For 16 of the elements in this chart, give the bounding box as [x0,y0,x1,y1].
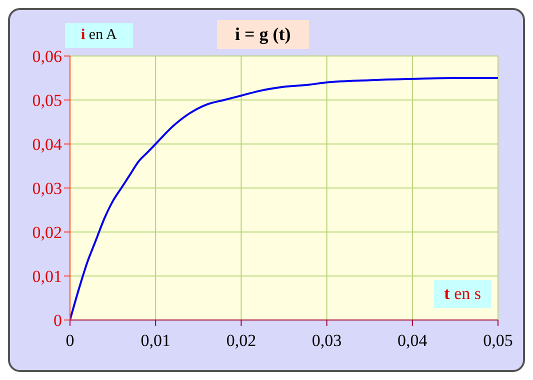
chart-title: i = g (t) [217,20,309,49]
x-tick-label: 0,04 [398,331,428,350]
y-tick-label: 0 [54,311,62,330]
x-tick-label: 0,05 [483,331,513,350]
y-tick-label: 0,04 [32,135,62,154]
y-axis-title: i en A [81,27,117,43]
y-tick-label: 0,01 [32,267,62,286]
x-tick-label: 0 [66,331,74,350]
y-tick-label: 0,03 [32,179,62,198]
x-axis-title: t en s [444,284,481,303]
x-tick-label: 0,02 [226,331,256,350]
x-tick-label: 0,01 [140,331,170,350]
y-tick-label: 0,06 [32,47,62,66]
y-tick-label: 0,05 [32,91,62,110]
y-tick-label: 0,02 [32,223,62,242]
x-tick-label: 0,03 [312,331,342,350]
